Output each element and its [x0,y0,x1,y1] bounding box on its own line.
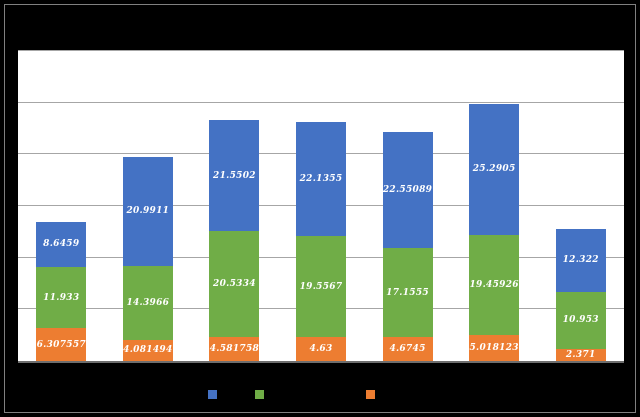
data-label: 4.63 [309,344,333,355]
gridline [18,50,624,51]
bar-segment-middle: 20.5334 [209,231,260,338]
data-label: 4.081494 [123,345,173,356]
chart-border: 6.307557 11.933 8.6459 4.081494 14.3966 20.99… [4,4,636,413]
data-label: 22.1355 [299,173,343,184]
data-label: 20.9911 [126,206,170,217]
data-label: 19.5567 [299,281,343,292]
legend-swatch [255,390,264,399]
data-label: 4.581758 [209,344,260,355]
gridline [18,101,624,103]
bar-segment-bottom: 2.371 [555,348,606,361]
bar-segment-middle: 14.3966 [122,265,173,340]
data-label: 17.1555 [386,287,429,298]
data-label: 11.933 [43,292,80,303]
data-label: 5.018123 [469,343,519,354]
bar-segment-top: 12.322 [555,228,606,293]
data-label: 10.953 [562,315,599,326]
data-label: 12.322 [562,255,599,266]
bar-segment-middle: 17.1555 [382,248,433,337]
bar-segment-bottom: 6.307557 [36,328,87,361]
bar-segment-top: 21.5502 [209,119,260,232]
data-label: 8.6459 [43,239,80,250]
bar-segment-top: 25.2905 [469,103,520,235]
plot-area: 6.307557 11.933 8.6459 4.081494 14.3966 20.99… [18,50,624,363]
bar-segment-bottom: 4.081494 [122,339,173,361]
data-label: 25.2905 [472,164,516,175]
legend [5,390,635,404]
legend-swatch [208,390,217,399]
bar-segment-bottom: 4.581758 [209,337,260,361]
bar-segment-top: 20.9911 [122,157,173,266]
legend-swatch [366,390,375,399]
data-label: 22.55089 [382,184,433,195]
data-label: 6.307557 [36,339,86,350]
bar-segment-bottom: 4.6745 [382,336,433,361]
bar-segment-top: 8.6459 [36,222,87,267]
bar-segment-middle: 11.933 [36,266,87,329]
data-label: 2.371 [565,349,596,360]
bar-segment-middle: 10.953 [555,292,606,349]
bar-segment-top: 22.55089 [382,131,433,249]
data-label: 21.5502 [213,170,256,181]
data-label: 20.5334 [213,279,256,290]
data-label: 14.3966 [126,297,170,308]
bar-segment-bottom: 4.63 [296,337,346,361]
data-label: 19.45926 [469,279,519,290]
bar-segment-bottom: 5.018123 [469,335,520,361]
bar-segment-top: 22.1355 [296,121,346,237]
bar-segment-middle: 19.45926 [469,234,520,336]
data-label: 4.6745 [389,343,426,354]
bar-segment-middle: 19.5567 [296,236,346,338]
